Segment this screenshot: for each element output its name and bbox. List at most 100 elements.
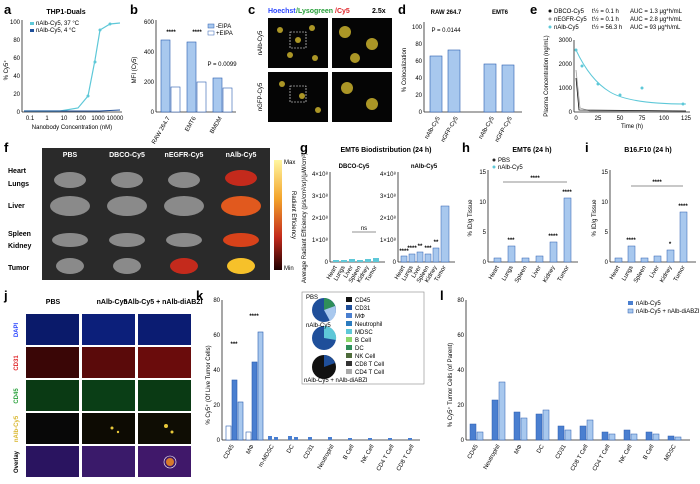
panel-d-group-label: RAW 264.7 <box>431 10 462 16</box>
panel-f-column-label: DBCO-Cy5 <box>109 152 145 159</box>
panel-k-ytick: 40 <box>213 368 220 374</box>
panel-l-bar <box>564 429 572 441</box>
panel-b-bar <box>170 86 181 113</box>
panel-e-ytick: 3000 <box>559 38 573 44</box>
panel-l-legend-swatch <box>627 308 634 314</box>
panel-l-category: NK Cell <box>618 444 633 465</box>
panel-h-bar <box>521 257 530 263</box>
panel-b-bar <box>212 77 223 113</box>
panel-k-bar <box>274 437 278 440</box>
panel-l-ylabel: % Cy5⁺ Tumor Cells (of Parent) <box>447 343 454 428</box>
panel-f-row-label: Liver <box>8 203 25 210</box>
panel-k-legend-item: CD4 T Cell <box>355 370 384 376</box>
panel-k-bar <box>328 437 332 440</box>
panel-g-ytick: 4×10⁸ <box>380 171 397 178</box>
panel-g-ytick: 1×10⁸ <box>312 237 329 244</box>
panel-l-bar <box>469 423 477 441</box>
panel-a-xtick: 0.1 <box>26 116 35 122</box>
panel-a-xtick: 1 <box>45 116 49 122</box>
panel-i-bar <box>653 255 662 263</box>
panel-h-bar <box>493 257 502 263</box>
panel-k-bar <box>348 438 352 440</box>
panel-h-legend-swatch <box>492 165 496 169</box>
panel-c-cell <box>366 98 378 110</box>
panel-f-organ <box>109 233 145 247</box>
panel-f-scale-label: Radiant Efficiency <box>290 191 296 239</box>
panel-k-category: CD45 <box>223 443 236 460</box>
panel-l-bar <box>608 433 616 441</box>
panel-l-bar <box>476 431 484 441</box>
panel-e-ytick: 1000 <box>559 86 573 92</box>
panel-l-bar <box>667 435 675 441</box>
panel-h-ytick: 0 <box>483 260 487 266</box>
panel-h-legend-swatch <box>492 158 496 162</box>
panel-k-category: NK Cell <box>360 444 375 465</box>
panel-c-cell <box>350 53 360 63</box>
panel-d-pvalue: P = 0.0144 <box>431 28 461 34</box>
panel-a-legend-swatch <box>30 22 34 25</box>
panel-h-sig: **** <box>548 234 558 240</box>
panel-b-legend-item: -EIPA <box>216 24 231 30</box>
panel-k-legend-item: MΦ <box>355 314 365 320</box>
panel-l-ytick: 60 <box>457 333 464 339</box>
panel-b-bar <box>160 39 171 113</box>
panel-a-xlabel: Nanobody Concentration (nM) <box>32 125 112 131</box>
panel-f-organ <box>111 172 143 188</box>
panel-j-highlight-circle <box>163 455 177 469</box>
panel-i-sig: **** <box>626 238 636 244</box>
panel-d-ytick: 20 <box>415 93 422 99</box>
panel-l-ytick: 20 <box>457 403 464 409</box>
panel-l-category: DC <box>536 443 546 454</box>
panel-b-category: EMT6 <box>185 115 199 132</box>
panel-i-bar <box>666 249 675 263</box>
panel-j-tile <box>26 380 79 411</box>
panel-h-ylabel: % ID/g Tissue <box>468 199 474 237</box>
panel-l-category: CD4 T Cell <box>592 444 612 472</box>
panel-k-pie-label: nAlb-Cy5 + nAlb-diABZI <box>304 378 368 384</box>
panel-c-header-cy5: /Cy5 <box>335 8 350 15</box>
panel-b-ytick: 400 <box>144 50 155 56</box>
panel-k-bar <box>288 436 292 440</box>
panel-k-bar <box>225 425 232 441</box>
panel-g-subtitle-left: DBCO-Cy5 <box>339 164 370 170</box>
panel-c-zoom-label: 2.5x <box>372 8 386 15</box>
panel-k-bar <box>294 437 298 440</box>
panel-a: a THP1-Duals % Cy5⁺ Nanobody Concentrati… <box>3 2 124 131</box>
panel-l-bar <box>630 433 638 441</box>
panel-g-ytick: 3×10⁸ <box>380 193 397 200</box>
panel-e-xtick: 125 <box>681 116 692 122</box>
panel-k-bar <box>368 438 372 440</box>
panel-f-scale-min: Min <box>284 266 294 272</box>
panel-d-ylabel: % Colocalization <box>402 48 408 92</box>
panel-c-row-label: nGFP-Cy5 <box>258 82 264 111</box>
panel-d-letter: d <box>398 2 406 17</box>
panel-h-ytick: 5 <box>483 230 487 236</box>
panel-j-column-label: PBS <box>46 299 61 306</box>
panel-k-legend-swatch <box>346 321 352 326</box>
panel-c-zoom-nalb <box>332 18 392 68</box>
panel-i-ytick: 15 <box>601 170 608 176</box>
panel-k-category: CD31 <box>303 443 316 460</box>
panel-b-sig: **** <box>166 30 176 36</box>
panel-l-category: Neutrophil <box>483 444 502 471</box>
panel-l-legend-item: nAlb-Cy5 + nAlb-diABZI <box>636 309 700 315</box>
panel-e-point <box>640 86 644 90</box>
panel-e-legend-swatch <box>548 9 552 13</box>
panel-l-category: CD45 <box>467 443 480 460</box>
panel-a-point <box>108 22 112 26</box>
panel-g-sig: **** <box>399 249 409 255</box>
panel-g-sig: **** <box>407 246 417 252</box>
panel-d-ytick: 80 <box>415 42 422 48</box>
panel-c-cell <box>315 107 321 113</box>
panel-k-sig: *** <box>230 342 238 348</box>
panel-d-category: nGFP-Cy5 <box>440 115 460 143</box>
panel-f-row-label: Tumor <box>8 265 30 272</box>
panel-j-letter: j <box>3 288 8 303</box>
panel-f: f PBS DBCO-Cy5 nEGFR-Cy5 nAlb-Cy5 Heart … <box>4 140 296 280</box>
panel-b-ylabel: MFI (Cy5) <box>132 57 138 84</box>
panel-l-bar <box>601 431 609 441</box>
panel-k-legend-item: Neutrophil <box>355 322 382 328</box>
panel-f-row-label: Kidney <box>8 243 31 250</box>
panel-i-category: Tumor <box>673 265 687 283</box>
